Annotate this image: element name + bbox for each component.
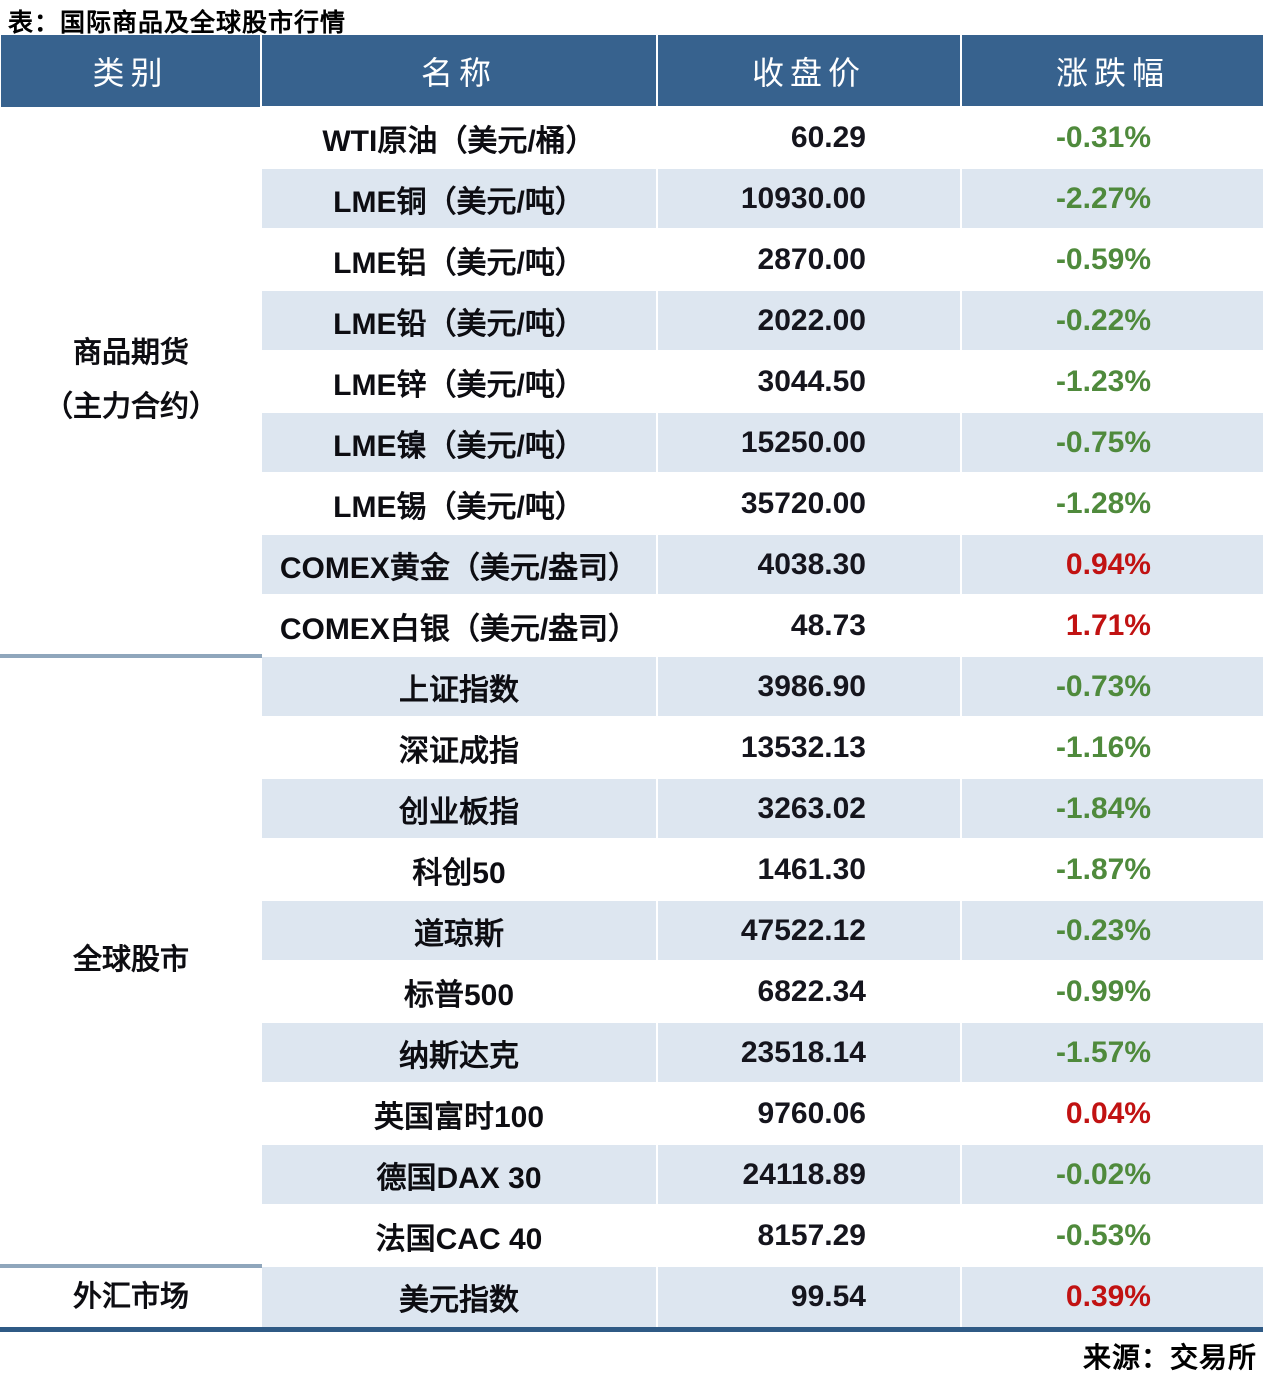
- change-percent: 0.39%: [960, 1265, 1263, 1327]
- table-row: 英国富时100 9760.06 0.04%: [1, 1082, 1263, 1144]
- instrument-name: COMEX黄金（美元/盎司）: [260, 533, 657, 595]
- close-price: 99.54: [656, 1265, 961, 1327]
- header-close-price: 收盘价: [656, 35, 961, 107]
- instrument-name: LME铅（美元/吨）: [260, 289, 657, 351]
- change-percent: -0.59%: [960, 228, 1263, 290]
- table-row: COMEX白银（美元/盎司） 48.73 1.71%: [1, 594, 1263, 656]
- header-name: 名称: [260, 35, 657, 107]
- header-change: 涨跌幅: [960, 35, 1263, 107]
- instrument-name: 上证指数: [260, 655, 657, 717]
- change-percent: -1.16%: [960, 716, 1263, 778]
- table-row: 法国CAC 40 8157.29 -0.53%: [1, 1204, 1263, 1266]
- close-price: 4038.30: [656, 533, 961, 595]
- instrument-name: 深证成指: [260, 716, 657, 778]
- close-price: 6822.34: [656, 960, 961, 1022]
- close-price: 3986.90: [656, 655, 961, 717]
- table-row: LME锌（美元/吨） 3044.50 -1.23%: [1, 350, 1263, 412]
- close-price: 48.73: [656, 594, 961, 656]
- category-cell: 商品期货 （主力合约）: [0, 107, 261, 656]
- category-label: 外汇市场: [72, 1280, 189, 1313]
- instrument-name: 德国DAX 30: [260, 1143, 657, 1205]
- header-category: 类别: [1, 35, 261, 107]
- instrument-name: COMEX白银（美元/盎司）: [260, 594, 657, 656]
- change-percent: -1.84%: [960, 777, 1263, 839]
- instrument-name: 创业板指: [260, 777, 657, 839]
- change-percent: 0.04%: [960, 1082, 1263, 1144]
- change-percent: -1.23%: [960, 350, 1263, 412]
- close-price: 24118.89: [656, 1143, 961, 1205]
- instrument-name: LME铜（美元/吨）: [260, 167, 657, 229]
- header-row: 类别 名称 收盘价 涨跌幅: [1, 35, 1263, 107]
- change-percent: -0.22%: [960, 289, 1263, 351]
- instrument-name: 美元指数: [260, 1265, 657, 1327]
- table-row: LME镍（美元/吨） 15250.00 -0.75%: [1, 411, 1263, 473]
- close-price: 3263.02: [656, 777, 961, 839]
- close-price: 8157.29: [656, 1204, 961, 1266]
- change-percent: -0.99%: [960, 960, 1263, 1022]
- instrument-name: 科创50: [260, 838, 657, 900]
- close-price: 35720.00: [656, 472, 961, 534]
- category-label: （主力合约）: [43, 390, 218, 423]
- close-price: 15250.00: [656, 411, 961, 473]
- table-row: 科创50 1461.30 -1.87%: [1, 838, 1263, 900]
- instrument-name: LME锡（美元/吨）: [260, 472, 657, 534]
- table-row: COMEX黄金（美元/盎司） 4038.30 0.94%: [1, 533, 1263, 595]
- change-percent: -0.02%: [960, 1143, 1263, 1205]
- table-row: 纳斯达克 23518.14 -1.57%: [1, 1021, 1263, 1083]
- change-percent: 1.71%: [960, 594, 1263, 656]
- close-price: 47522.12: [656, 899, 961, 961]
- table-row: LME铝（美元/吨） 2870.00 -0.59%: [1, 228, 1263, 290]
- instrument-name: LME镍（美元/吨）: [260, 411, 657, 473]
- change-percent: -0.73%: [960, 655, 1263, 717]
- instrument-name: 标普500: [260, 960, 657, 1022]
- instrument-name: 法国CAC 40: [260, 1204, 657, 1266]
- change-percent: -1.87%: [960, 838, 1263, 900]
- change-percent: -0.23%: [960, 899, 1263, 961]
- instrument-name: 英国富时100: [260, 1082, 657, 1144]
- close-price: 10930.00: [656, 167, 961, 229]
- source-note: 来源：交易所: [1082, 1342, 1257, 1373]
- close-price: 23518.14: [656, 1021, 961, 1083]
- market-table: 类别 名称 收盘价 涨跌幅 商品期货 （主力合约） WTI原油（美元/桶） 60.29…: [0, 35, 1263, 1327]
- table-row: 标普500 6822.34 -0.99%: [1, 960, 1263, 1022]
- table-row: 道琼斯 47522.12 -0.23%: [1, 899, 1263, 961]
- category-cell: 全球股市: [0, 654, 261, 1266]
- instrument-name: 道琼斯: [260, 899, 657, 961]
- table-row: LME铅（美元/吨） 2022.00 -0.22%: [1, 289, 1263, 351]
- change-percent: -1.57%: [960, 1021, 1263, 1083]
- instrument-name: LME铝（美元/吨）: [260, 228, 657, 290]
- change-percent: -0.53%: [960, 1204, 1263, 1266]
- close-price: 9760.06: [656, 1082, 961, 1144]
- close-price: 2022.00: [656, 289, 961, 351]
- change-percent: 0.94%: [960, 533, 1263, 595]
- category-label: 商品期货: [72, 336, 189, 369]
- table-row: 德国DAX 30 24118.89 -0.02%: [1, 1143, 1263, 1205]
- category-cell: 外汇市场: [0, 1264, 261, 1327]
- close-price: 13532.13: [656, 716, 961, 778]
- close-price: 1461.30: [656, 838, 961, 900]
- table-row: 商品期货 （主力合约） WTI原油（美元/桶） 60.29 -0.31%: [0, 106, 1263, 656]
- table-row: 创业板指 3263.02 -1.84%: [1, 777, 1263, 839]
- change-percent: -0.31%: [960, 106, 1263, 168]
- table-header: 类别 名称 收盘价 涨跌幅: [1, 35, 1263, 107]
- close-price: 2870.00: [656, 228, 961, 290]
- change-percent: -0.75%: [960, 411, 1263, 473]
- change-percent: -2.27%: [960, 167, 1263, 229]
- table-row: 外汇市场 美元指数 99.54 0.39%: [0, 1264, 1263, 1327]
- instrument-name: WTI原油（美元/桶）: [260, 106, 657, 168]
- table-row: LME铜（美元/吨） 10930.00 -2.27%: [1, 167, 1263, 229]
- table-row: 全球股市 上证指数 3986.90 -0.73%: [0, 654, 1263, 1266]
- table-body: 商品期货 （主力合约） WTI原油（美元/桶） 60.29 -0.31% LME铜（美元/…: [0, 106, 1263, 1327]
- table-row: LME锡（美元/吨） 35720.00 -1.28%: [1, 472, 1263, 534]
- close-price: 60.29: [656, 106, 961, 168]
- close-price: 3044.50: [656, 350, 961, 412]
- category-label: 全球股市: [72, 944, 189, 977]
- instrument-name: LME锌（美元/吨）: [260, 350, 657, 412]
- change-percent: -1.28%: [960, 472, 1263, 534]
- table-title: 表：国际商品及全球股市行情: [8, 9, 347, 37]
- table-bottom-rule: [0, 1327, 1263, 1332]
- table-row: 深证成指 13532.13 -1.16%: [1, 716, 1263, 778]
- instrument-name: 纳斯达克: [260, 1021, 657, 1083]
